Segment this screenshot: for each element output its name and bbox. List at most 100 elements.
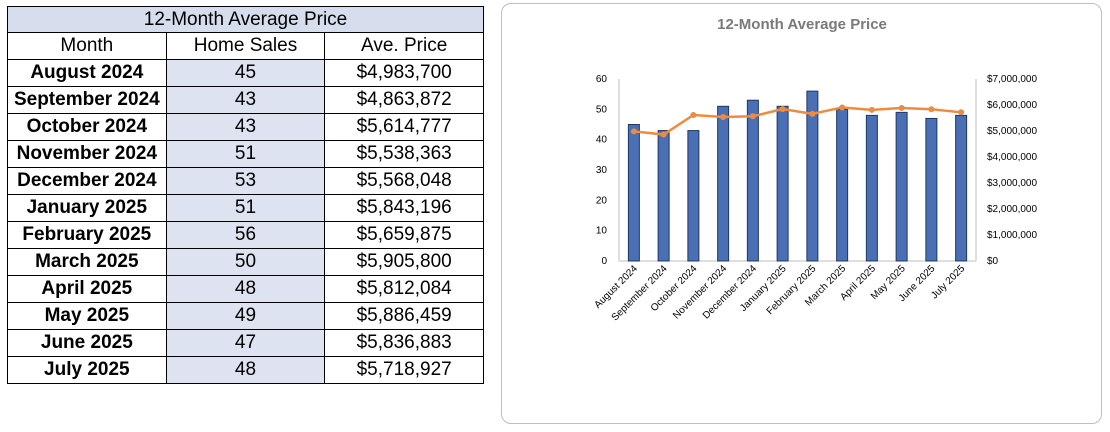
- x-tick-label: November 2024: [671, 263, 729, 321]
- table-row: July 2025 48 $5,718,927: [7, 356, 484, 384]
- bar-home-sales: [925, 117, 938, 262]
- line-point-ave-price: [868, 106, 875, 113]
- line-point-ave-price: [630, 128, 637, 135]
- cell-price: $5,843,196: [324, 194, 484, 222]
- y-right-tick-label: $3,000,000: [987, 178, 1037, 189]
- cell-price: $5,812,084: [324, 275, 484, 303]
- header-home-sales: Home Sales: [165, 32, 326, 60]
- table-row: October 2024 43 $5,614,777: [7, 113, 484, 141]
- table-row: November 2024 51 $5,538,363: [7, 140, 484, 168]
- cell-price: $5,836,883: [324, 329, 484, 357]
- line-point-ave-price: [779, 106, 786, 113]
- cell-sales: 43: [165, 113, 326, 141]
- cell-month: April 2025: [7, 275, 167, 303]
- line-point-ave-price: [898, 104, 905, 111]
- table-row: June 2025 47 $5,836,883: [7, 329, 484, 357]
- cell-price: $5,886,459: [324, 302, 484, 330]
- table-row: January 2025 51 $5,843,196: [7, 194, 484, 222]
- x-tick-label: December 2024: [701, 263, 759, 321]
- cell-sales: 51: [165, 140, 326, 168]
- bar-home-sales: [865, 114, 878, 262]
- bar-home-sales: [776, 105, 789, 262]
- cell-price: $5,718,927: [324, 356, 484, 384]
- cell-price: $4,983,700: [324, 59, 484, 87]
- cell-month: June 2025: [7, 329, 167, 357]
- line-point-ave-price: [928, 106, 935, 113]
- table-row: February 2025 56 $5,659,875: [7, 221, 484, 249]
- y-right-tick-label: $0: [987, 256, 999, 267]
- bar-home-sales: [627, 124, 640, 262]
- cell-sales: 48: [165, 275, 326, 303]
- cell-price: $5,905,800: [324, 248, 484, 276]
- table-title-text: 12-Month Average Price: [143, 8, 348, 30]
- y-left-tick-label: 30: [596, 165, 608, 176]
- cell-sales: 45: [165, 59, 326, 87]
- line-point-ave-price: [660, 131, 667, 138]
- bar-home-sales: [687, 130, 700, 262]
- bar-home-sales: [806, 90, 819, 262]
- cell-sales: 47: [165, 329, 326, 357]
- cell-month: August 2024: [7, 59, 167, 87]
- line-point-ave-price: [720, 114, 727, 121]
- table-row: December 2024 53 $5,568,048: [7, 167, 484, 195]
- cell-price: $5,614,777: [324, 113, 484, 141]
- cell-price: $5,568,048: [324, 167, 484, 195]
- cell-month: September 2024: [7, 86, 167, 114]
- bar-home-sales: [955, 114, 968, 262]
- cell-sales: 56: [165, 221, 326, 249]
- y-right-tick-label: $4,000,000: [987, 152, 1037, 163]
- line-point-ave-price: [958, 109, 965, 116]
- table-row: August 2024 45 $4,983,700: [7, 59, 484, 87]
- y-left-tick-label: 20: [596, 195, 608, 206]
- chart-title: 12-Month Average Price: [717, 16, 887, 33]
- header-month: Month: [7, 32, 167, 60]
- y-right-tick-label: $5,000,000: [987, 126, 1037, 137]
- cell-month: November 2024: [7, 140, 167, 168]
- bar-home-sales: [657, 130, 670, 262]
- cell-month: July 2025: [7, 356, 167, 384]
- cell-month: December 2024: [7, 167, 167, 195]
- cell-month: October 2024: [7, 113, 167, 141]
- cell-month: May 2025: [7, 302, 167, 330]
- line-point-ave-price: [839, 104, 846, 111]
- bar-home-sales: [717, 105, 730, 262]
- cell-sales: 43: [165, 86, 326, 114]
- table-row: April 2025 48 $5,812,084: [7, 275, 484, 303]
- cell-sales: 48: [165, 356, 326, 384]
- table-row: May 2025 49 $5,886,459: [7, 302, 484, 330]
- line-ave-price: [633, 106, 962, 136]
- table-title: 12-Month Average Price: [7, 6, 484, 33]
- y-right-tick-label: $7,000,000: [987, 74, 1037, 85]
- y-right-tick-label: $2,000,000: [987, 204, 1037, 215]
- cell-sales: 49: [165, 302, 326, 330]
- table-row: September 2024 43 $4,863,872: [7, 86, 484, 114]
- combo-chart: 12-Month Average Price 0 10 20 30 40 50 60 $0 $1,…: [592, 16, 1037, 323]
- price-table: 12-Month Average Price Month Home Sales …: [7, 6, 484, 384]
- y-left-tick-label: 60: [596, 74, 608, 85]
- bar-home-sales: [746, 99, 759, 262]
- chart-panel: 12-Month Average Price 0 10 20 30 40 50 60 $0 $1,…: [501, 3, 1102, 424]
- line-point-ave-price: [749, 113, 756, 120]
- y-right-tick-label: $6,000,000: [987, 100, 1037, 111]
- header-ave-price: Ave. Price: [324, 32, 484, 60]
- table-row: March 2025 50 $5,905,800: [7, 248, 484, 276]
- cell-price: $4,863,872: [324, 86, 484, 114]
- cell-sales: 51: [165, 194, 326, 222]
- bar-home-sales: [895, 111, 908, 262]
- y-left-tick-label: 10: [596, 226, 608, 237]
- line-point-ave-price: [690, 112, 697, 119]
- y-left-tick-label: 0: [601, 256, 607, 267]
- cell-sales: 53: [165, 167, 326, 195]
- y-left-tick-label: 40: [596, 135, 608, 146]
- y-right-tick-label: $1,000,000: [987, 230, 1037, 241]
- cell-price: $5,659,875: [324, 221, 484, 249]
- cell-month: January 2025: [7, 194, 167, 222]
- bar-home-sales: [836, 108, 849, 262]
- y-left-tick-label: 50: [596, 104, 608, 115]
- table-body: August 2024 45 $4,983,700 September 2024 43 $…: [7, 59, 484, 384]
- cell-price: $5,538,363: [324, 140, 484, 168]
- cell-month: February 2025: [7, 221, 167, 249]
- line-point-ave-price: [809, 110, 816, 117]
- cell-sales: 50: [165, 248, 326, 276]
- cell-month: March 2025: [7, 248, 167, 276]
